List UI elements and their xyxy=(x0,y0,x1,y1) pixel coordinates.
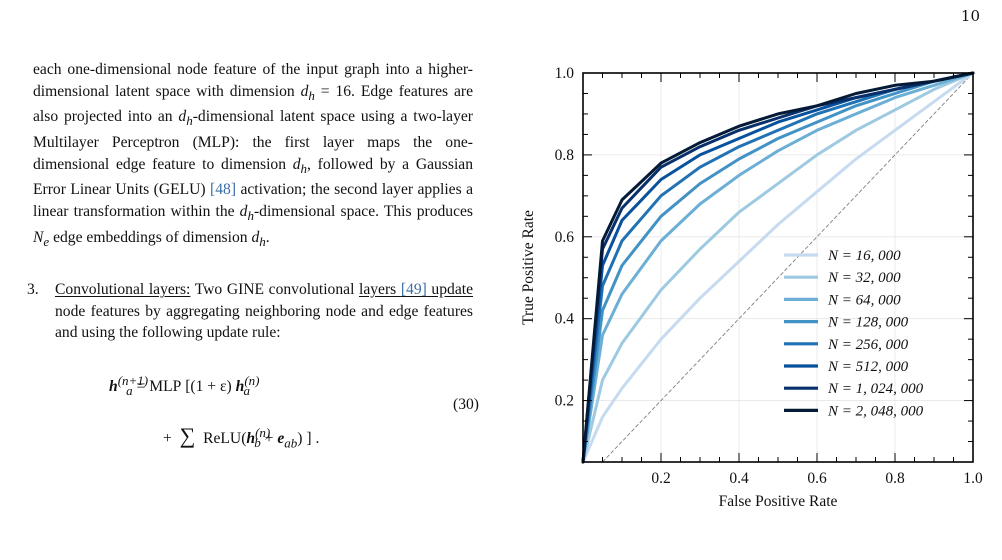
para-text-d: activation; the second layer applies a l… xyxy=(33,181,473,220)
legend-label-3: N = 64, 000 xyxy=(827,292,901,308)
list-number: 3. xyxy=(27,281,39,299)
underlined-start: layers xyxy=(359,281,401,299)
para-text-c: , followed by a Gaussian Error Linear Un… xyxy=(33,155,473,199)
eq-paren-open: [(1 + ε) xyxy=(185,378,232,396)
eq-plus: + xyxy=(163,430,172,448)
eq-lhs: h xyxy=(109,378,118,396)
y-tick-label: 0.4 xyxy=(555,311,575,328)
y-tick-label: 0.8 xyxy=(555,147,575,164)
eq-term-h-sub: a xyxy=(243,383,250,399)
eq-relu: ReLU xyxy=(203,430,242,448)
roc-line-series-4 xyxy=(581,71,975,464)
equation-30: h(n+1)a = MLP [(1 + ε) h(n)a + ∑ ReLU(h(… xyxy=(55,370,479,480)
legend-label-5: N = 256, 000 xyxy=(827,337,909,353)
dim-symbol-3: d xyxy=(292,155,301,173)
list-text-a: Two GINE convolutional xyxy=(190,281,359,299)
dim-sub: h xyxy=(308,87,315,103)
dim-symbol-4: d xyxy=(239,202,248,220)
dim-sub-4: h xyxy=(247,208,254,223)
y-tick-label: 0.6 xyxy=(555,229,575,246)
eq-inner-e-sub: ab xyxy=(284,435,298,451)
roc-figure: 0.2 0.4 0.6 0.8 1.0 0.2 0.4 0.6 0.8 1.0 N = 16, 0… xyxy=(510,50,990,550)
text-column: each one-dimensional node feature of the… xyxy=(27,59,479,480)
dim-sub-3: h xyxy=(300,160,308,176)
eq-inner-h-sub: b xyxy=(254,435,261,451)
x-axis-label: False Positive Rate xyxy=(719,493,838,510)
list-item-text: Convolutional layers: Two GINE convoluti… xyxy=(55,279,473,344)
underlined-end: update xyxy=(426,281,473,299)
eq-term-h-sup: (n) xyxy=(244,373,260,389)
legend: N = 16, 000 N = 32, 000 N = 64, 000 N = 128… xyxy=(784,248,924,419)
para-text-e: -dimensional space. This produces xyxy=(253,202,473,220)
citation-gelu[interactable]: [48] xyxy=(210,181,237,199)
underlined-layers: layers [49] update xyxy=(359,281,473,298)
eq-close: ] . xyxy=(306,430,320,448)
series-lines xyxy=(581,71,975,464)
list-heading: Convolutional layers: xyxy=(55,281,191,299)
eq-sum: ∑ xyxy=(179,423,196,449)
roc-line-series-3 xyxy=(581,71,975,464)
para-text-g: . xyxy=(265,228,270,246)
roc-line-series-2 xyxy=(581,71,975,464)
page-number: 10 xyxy=(960,7,980,25)
ne-sub: e xyxy=(43,233,50,249)
dim-sub-5: h xyxy=(259,233,266,249)
axes-layer: 0.2 0.4 0.6 0.8 1.0 0.2 0.4 0.6 0.8 1.0 xyxy=(555,65,983,487)
eq-term-h: h xyxy=(235,378,245,396)
diagonal-reference-line xyxy=(602,72,974,463)
dim-value: = 16. Edge features are also projected i… xyxy=(33,82,473,126)
equation-line-2: + ∑ ReLU(h(n)b + eab) ] . xyxy=(163,423,320,451)
y-tick-label: 1.0 xyxy=(555,65,575,82)
para-text-a: each one-dimensional node feature of the… xyxy=(33,61,473,100)
roc-line-series-8 xyxy=(581,71,975,464)
dim-sub-2: h xyxy=(186,113,193,129)
para-text-f: edge embeddings of dimension xyxy=(49,228,252,246)
x-tick-label: 0.2 xyxy=(651,470,670,487)
roc-line-series-1 xyxy=(581,71,975,464)
roc-chart: 0.2 0.4 0.6 0.8 1.0 0.2 0.4 0.6 0.8 1.0 N = 16, 0… xyxy=(520,65,983,510)
citation-gine[interactable]: [49] xyxy=(400,281,427,299)
eq-inner-h: h xyxy=(246,430,256,448)
para-text-b: -dimensional latent space using a two-la… xyxy=(33,108,473,173)
legend-label-6: N = 512, 000 xyxy=(827,359,909,375)
diagonal-layer xyxy=(602,72,974,463)
x-tick-label: 0.4 xyxy=(729,470,749,487)
legend-label-4: N = 128, 000 xyxy=(827,315,909,331)
eq-inner-h-sup: (n) xyxy=(255,425,271,441)
ne-symbol: N xyxy=(33,228,44,246)
equation-line-1: h(n+1)a = MLP [(1 + ε) h(n)a xyxy=(109,370,259,402)
eq-mlp: = MLP xyxy=(136,378,182,396)
list-text-b: node features by aggregating neighboring… xyxy=(55,302,473,342)
legend-label-1: N = 16, 000 xyxy=(827,248,901,264)
eq-inner-plus: + xyxy=(260,430,278,448)
equation-number: (30) xyxy=(453,396,479,414)
dim-symbol-5: d xyxy=(251,228,260,246)
dim-symbol-2: d xyxy=(178,108,187,126)
legend-label-2: N = 32, 000 xyxy=(827,270,901,286)
legend-label-8: N = 2, 048, 000 xyxy=(827,403,924,419)
eq-inner-e: e xyxy=(277,430,285,448)
paragraph-embedding: each one-dimensional node feature of the… xyxy=(27,59,473,252)
list-item-convolutional-layers: 3. Convolutional layers: Two GINE convol… xyxy=(27,279,479,480)
legend-label-7: N = 1, 024, 000 xyxy=(827,381,924,397)
dim-symbol: d xyxy=(300,82,309,100)
x-tick-label: 0.8 xyxy=(885,470,905,487)
x-tick-label: 1.0 xyxy=(963,470,983,487)
roc-line-series-7 xyxy=(581,71,975,464)
y-tick-label: 0.2 xyxy=(555,393,574,410)
eq-lhs-sub: a xyxy=(126,383,133,399)
y-axis-label: True Positive Rate xyxy=(520,210,537,325)
x-tick-label: 0.6 xyxy=(807,470,827,487)
